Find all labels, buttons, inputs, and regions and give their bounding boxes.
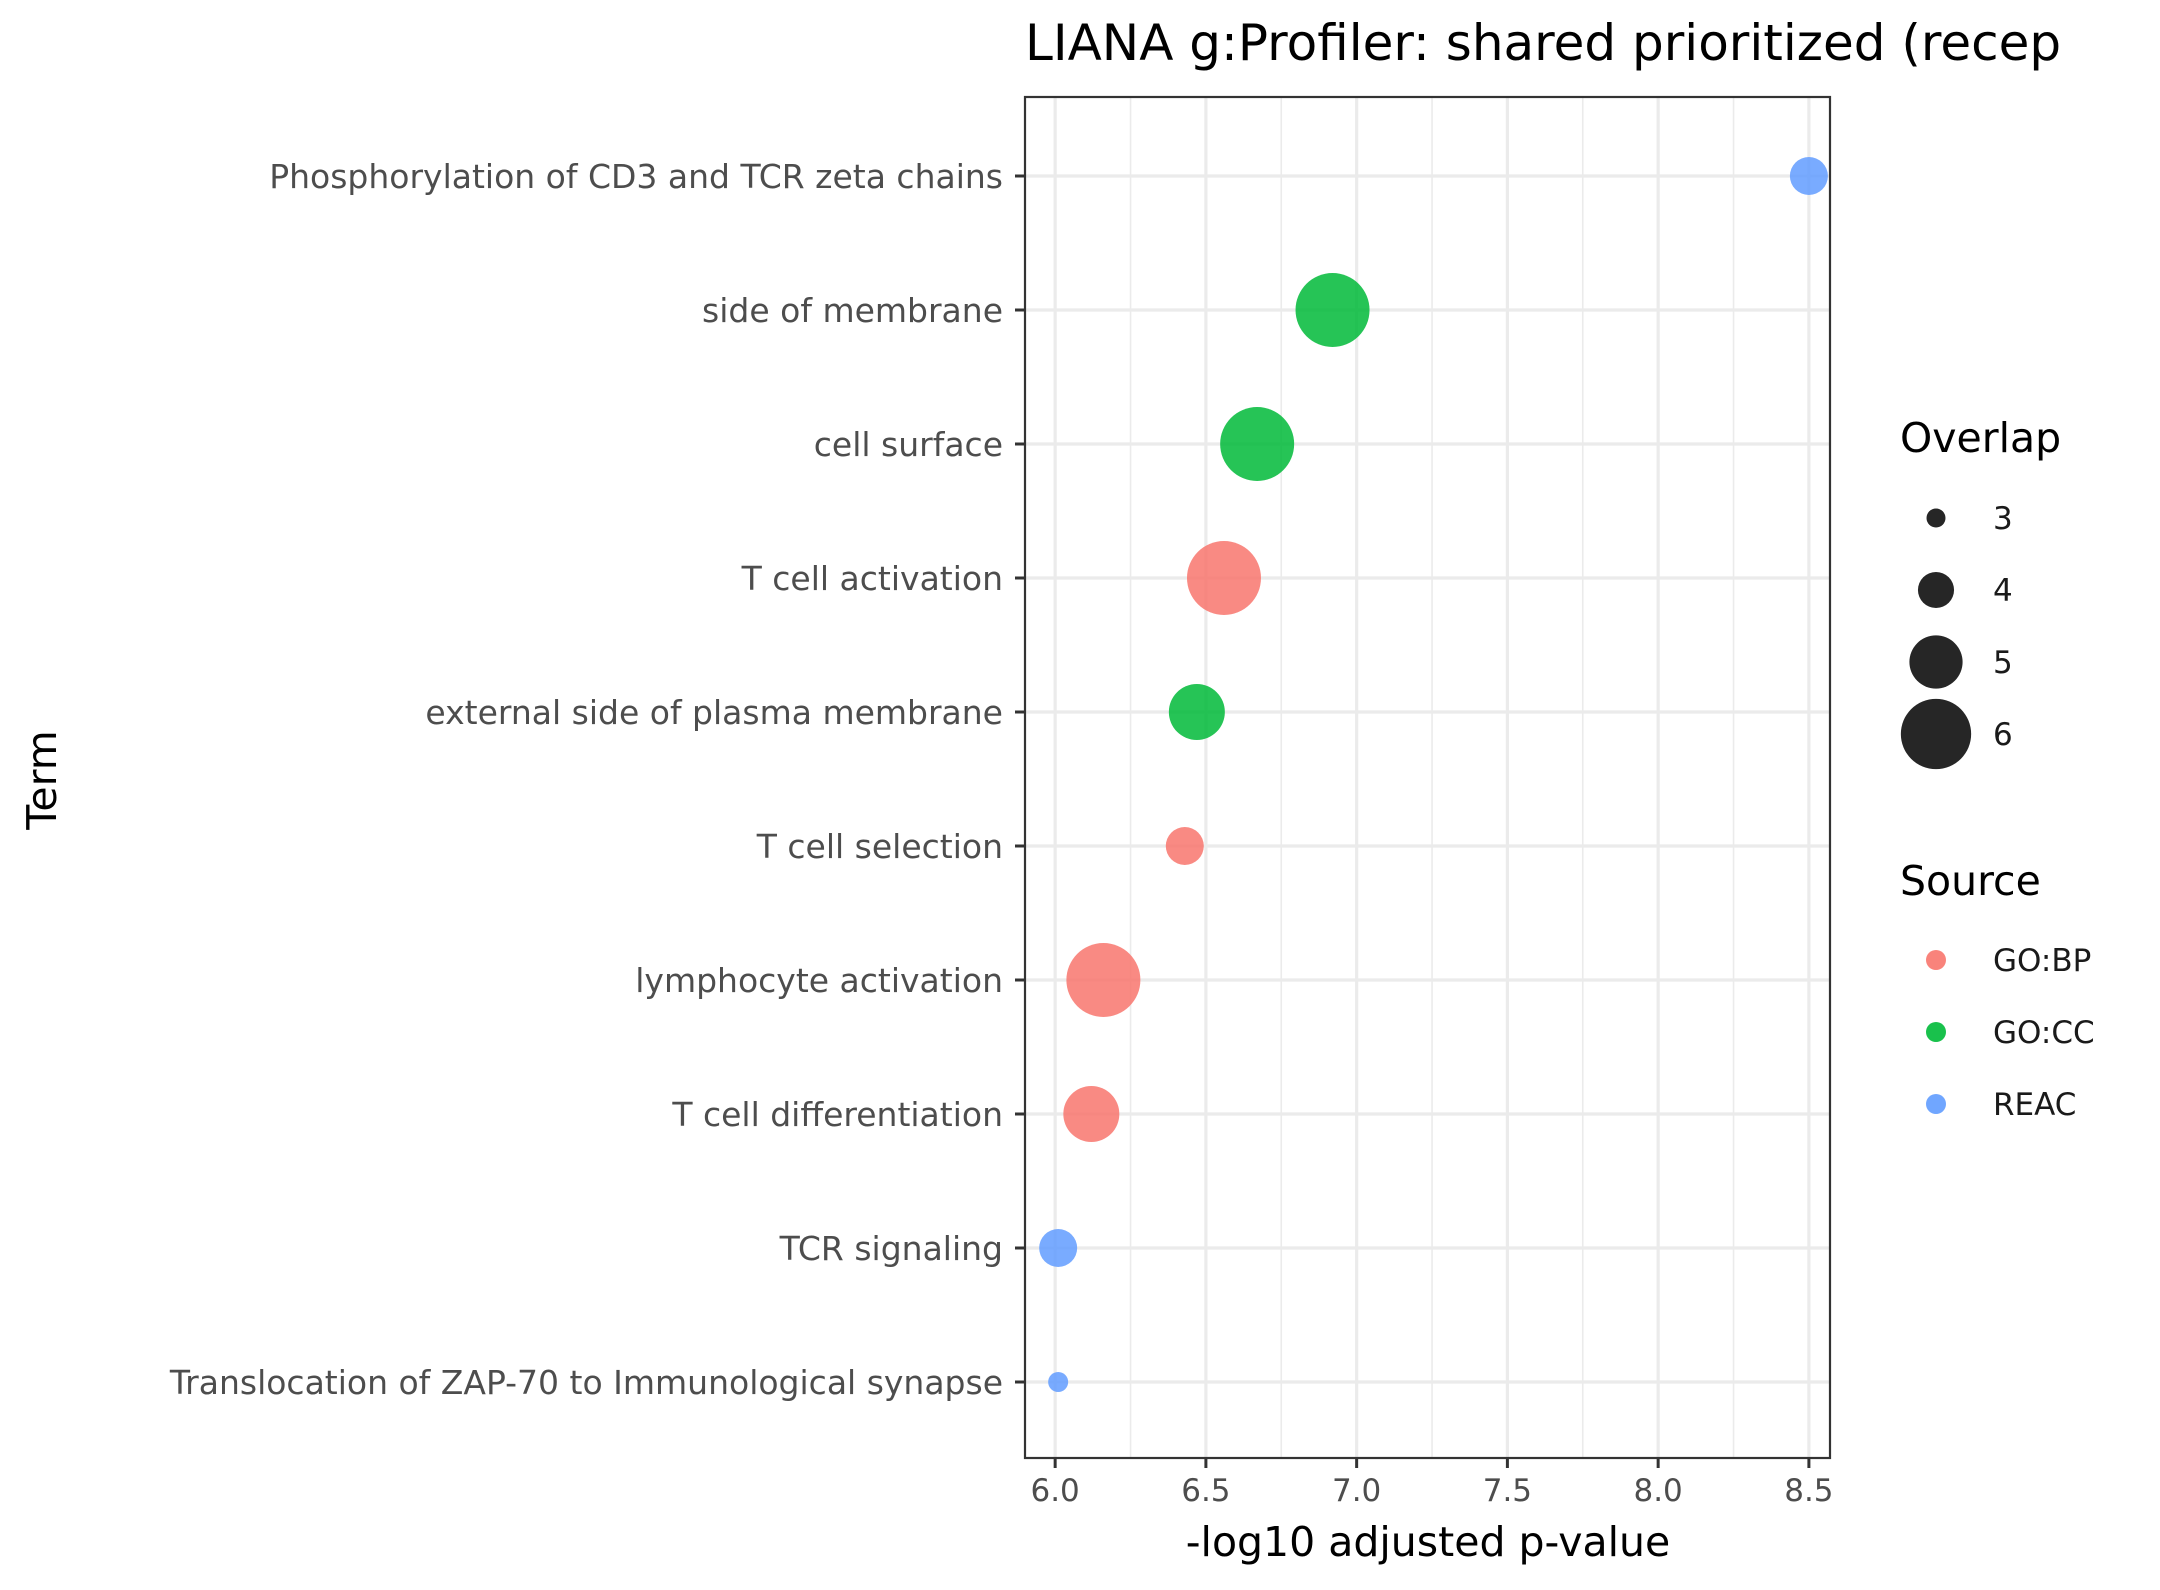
y-tick-label: Phosphorylation of CD3 and TCR zeta chai…: [269, 157, 1003, 196]
chart-title: LIANA g:Profiler: shared prioritized (re…: [1025, 14, 2061, 72]
legend-source-label: GO:BP: [1993, 943, 2091, 979]
legend-overlap-key: [1926, 508, 1946, 528]
y-tick-label: TCR signaling: [779, 1229, 1003, 1268]
x-tick-label: 8.5: [1784, 1473, 1833, 1509]
legend-source: Source GO:BP GO:CC REAC: [1900, 857, 2095, 1123]
y-tick-label: T cell selection: [756, 827, 1003, 866]
legend-overlap-label: 3: [1993, 501, 2013, 537]
legend-overlap-label: 5: [1993, 645, 2013, 681]
y-tick-label: T cell differentiation: [671, 1095, 1003, 1134]
data-point: [1168, 684, 1225, 740]
x-tick-label: 7.0: [1332, 1473, 1381, 1509]
x-axis-title: -log10 adjusted p-value: [1186, 1518, 1670, 1566]
data-point: [1048, 1372, 1069, 1392]
legend-overlap-label: 6: [1993, 717, 2013, 753]
data-point: [1295, 273, 1370, 347]
data-point: [1220, 407, 1295, 481]
y-tick-label: side of membrane: [702, 291, 1003, 330]
legend-overlap: Overlap 3 4 5 6: [1900, 414, 2061, 770]
y-axis-title: Term: [18, 730, 66, 830]
legend-source-key: [1926, 1094, 1946, 1114]
legend-source-label: REAC: [1993, 1087, 2076, 1123]
legend-overlap-key: [1917, 571, 1955, 609]
y-tick-label: cell surface: [814, 425, 1003, 464]
data-point: [1789, 157, 1828, 195]
legend-overlap-label: 4: [1993, 573, 2013, 609]
y-tick-label: external side of plasma membrane: [425, 693, 1003, 732]
x-tick-label: 6.0: [1030, 1473, 1079, 1509]
y-tick-label: T cell activation: [741, 559, 1003, 598]
x-tick-label: 7.5: [1483, 1473, 1532, 1509]
legend-source-key: [1926, 1022, 1946, 1042]
legend-overlap-key: [1909, 635, 1963, 689]
data-point: [1063, 1086, 1120, 1142]
legend-overlap-key: [1900, 698, 1972, 770]
plot-panel: Phosphorylation of CD3 and TCR zeta chai…: [169, 95, 1834, 1509]
legend-overlap-title: Overlap: [1900, 414, 2061, 462]
panel-background: [1025, 97, 1830, 1458]
y-tick-label: Translocation of ZAP-70 to Immunological…: [169, 1363, 1003, 1402]
y-tick-label: lymphocyte activation: [635, 961, 1003, 1000]
legend-source-title: Source: [1900, 857, 2041, 905]
legend-source-key: [1926, 950, 1946, 970]
panel-border: [1023, 95, 1832, 1460]
data-point: [1165, 827, 1204, 865]
x-tick-label: 8.0: [1633, 1473, 1682, 1509]
data-point: [1039, 1229, 1078, 1267]
data-point: [1066, 943, 1141, 1017]
legend-source-label: GO:CC: [1993, 1015, 2095, 1051]
data-point: [1186, 541, 1261, 615]
x-tick-label: 6.5: [1181, 1473, 1230, 1509]
